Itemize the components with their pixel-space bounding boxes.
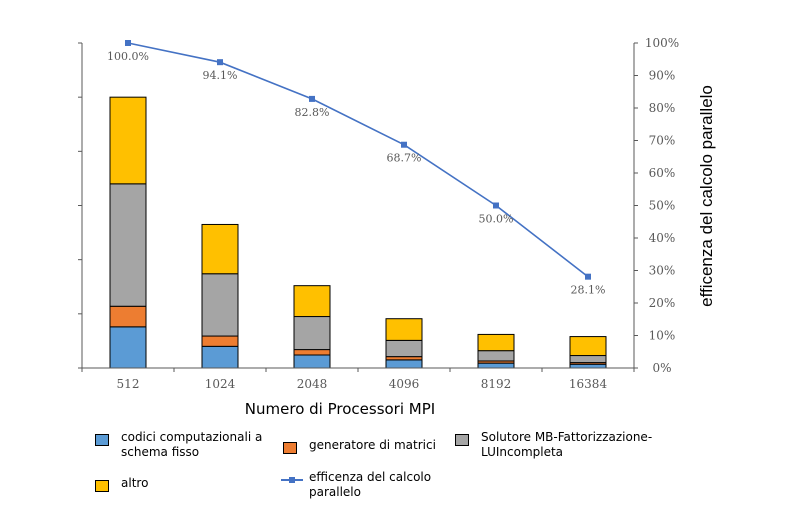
x-tick-label: 2048 — [297, 377, 328, 391]
bar-segment-2048-s0 — [294, 355, 330, 368]
right-tick-label: 20% — [649, 296, 676, 310]
bar-segment-16384-s2 — [570, 356, 606, 363]
bar-segment-1024-s2 — [202, 274, 238, 336]
bar-segment-8192-s0 — [478, 363, 514, 368]
right-tick-label: 100% — [645, 36, 679, 50]
efficiency-data-label: 82.8% — [295, 106, 330, 119]
bar-segment-512-s0 — [110, 327, 146, 368]
right-tick-label: 50% — [649, 199, 676, 213]
bar-segment-1024-s0 — [202, 346, 238, 368]
legend-item-matrix-generator: generatore di matrici — [283, 438, 453, 454]
bar-segment-8192-s3 — [478, 334, 514, 350]
legend-label: Solutore MB-Fattorizzazione-LUIncompleta — [481, 430, 685, 460]
bar-segment-1024-s3 — [202, 224, 238, 273]
bar-segment-16384-s0 — [570, 364, 606, 368]
efficiency-marker — [309, 96, 315, 102]
efficiency-data-label: 68.7% — [387, 152, 422, 165]
right-tick-label: 30% — [649, 264, 676, 278]
x-tick-label: 1024 — [205, 377, 236, 391]
right-tick-label: 0% — [652, 361, 671, 375]
bar-segment-2048-s3 — [294, 286, 330, 317]
legend-swatch-yellow — [95, 480, 109, 492]
x-tick-label: 16384 — [569, 377, 608, 391]
legend: codici computazionali a schema fisso gen… — [95, 430, 735, 510]
efficiency-marker — [401, 142, 407, 148]
right-tick-label: 40% — [649, 231, 676, 245]
legend-label: efficenza del calcolo parallelo — [309, 470, 451, 500]
legend-swatch-gray — [455, 434, 469, 446]
legend-item-fixed-schema-codes: codici computazionali a schema fisso — [95, 430, 275, 460]
bar-segment-16384-s3 — [570, 337, 606, 356]
right-tick-label: 60% — [649, 166, 676, 180]
bar-segment-1024-s1 — [202, 336, 238, 346]
efficiency-data-label: 50.0% — [479, 213, 514, 226]
bar-segment-4096-s2 — [386, 340, 422, 356]
efficiency-marker — [125, 40, 131, 46]
x-tick-label: 8192 — [481, 377, 512, 391]
bar-segment-2048-s2 — [294, 317, 330, 350]
legend-swatch-blue — [95, 434, 109, 446]
efficiency-data-label: 28.1% — [571, 284, 606, 297]
right-tick-label: 80% — [649, 101, 676, 115]
x-tick-label: 4096 — [389, 377, 420, 391]
legend-item-solver: Solutore MB-Fattorizzazione-LUIncompleta — [455, 430, 685, 460]
bar-segment-2048-s1 — [294, 350, 330, 355]
right-tick-label: 70% — [649, 134, 676, 148]
legend-label: generatore di matrici — [309, 438, 436, 453]
legend-swatch-orange — [283, 442, 297, 454]
legend-item-efficiency: efficenza del calcolo parallelo — [281, 470, 451, 500]
efficiency-data-label: 100.0% — [107, 50, 149, 63]
right-tick-label: 10% — [649, 329, 676, 343]
right-tick-label: 90% — [649, 69, 676, 83]
efficiency-marker — [585, 274, 591, 280]
legend-item-other: altro — [95, 476, 215, 492]
efficiency-line-layer: 100.0% 94.1% 82.8% 68.7% 50.0% 28.1% — [107, 40, 605, 297]
legend-line-marker — [281, 474, 303, 486]
x-axis-title: Numero di Processori MPI — [245, 400, 435, 418]
bar-segment-8192-s2 — [478, 351, 514, 361]
efficiency-data-label: 94.1% — [203, 69, 238, 82]
bar-segment-512-s1 — [110, 306, 146, 327]
bar-segment-512-s3 — [110, 97, 146, 184]
x-tick-label: 512 — [117, 377, 140, 391]
bar-segment-4096-s0 — [386, 360, 422, 368]
bar-segment-512-s2 — [110, 184, 146, 306]
legend-label: codici computazionali a schema fisso — [121, 430, 275, 460]
legend-label: altro — [121, 476, 148, 491]
efficiency-marker — [217, 59, 223, 65]
right-axis-title: efficenza del calcolo parallelo — [697, 85, 716, 307]
efficiency-marker — [493, 203, 499, 209]
efficiency-line — [128, 43, 588, 277]
bar-segment-4096-s3 — [386, 319, 422, 341]
